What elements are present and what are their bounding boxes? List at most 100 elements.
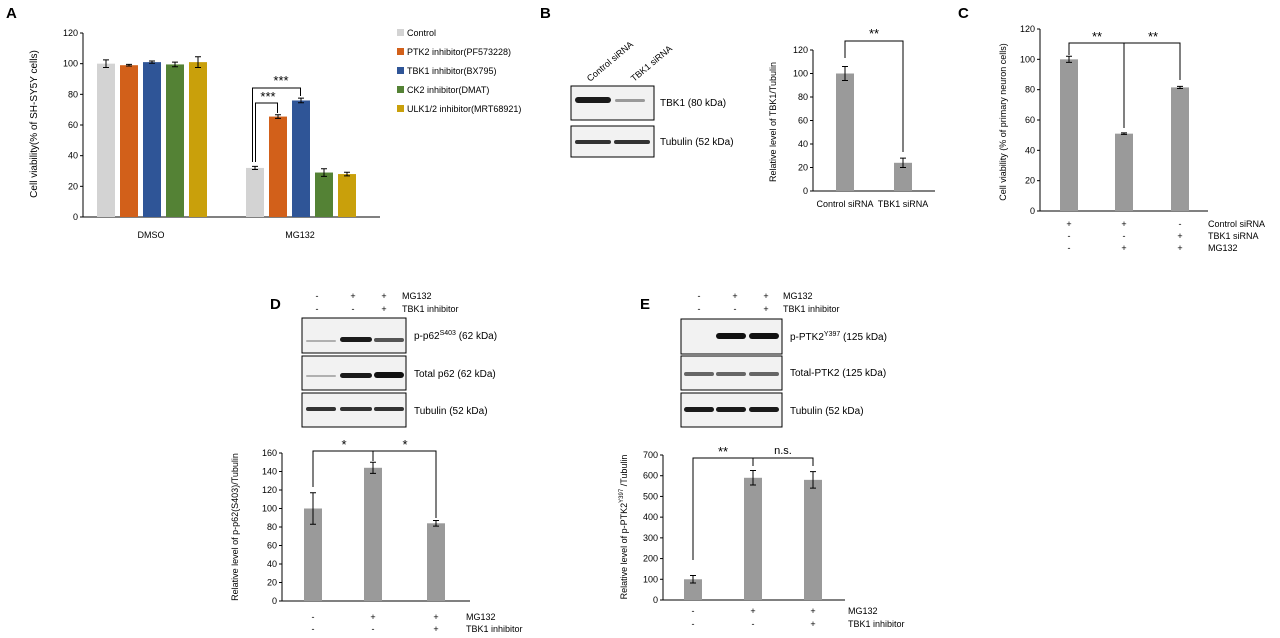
y-tick-label: 20 (1025, 176, 1035, 186)
panel-e-chart: 0 100 200 300 400 500 600 700 (643, 450, 845, 605)
panel-d-sig-bracket (372, 450, 437, 518)
blot-band (614, 140, 650, 144)
condition-sign: + (350, 291, 355, 301)
blot-band (749, 333, 779, 339)
panel-letter-c: C (958, 5, 969, 22)
panel-b-blot-tubulin (570, 125, 655, 158)
y-tick-label: 40 (267, 559, 277, 569)
condition-sign: + (1121, 243, 1126, 253)
panel-e-blot-label: Tubulin (52 kDa) (790, 406, 864, 417)
panel-e-condition-table: - + + MG132 - - + TBK1 inhibitor (692, 606, 905, 629)
panel-e-condition-header: - + + MG132 - - + TBK1 inhibitor (698, 291, 840, 314)
panel-b-sig-bracket (844, 40, 904, 152)
panel-b-category-label: Control siRNA (816, 199, 873, 209)
condition-name: MG132 (783, 291, 813, 301)
panel-letter-d: D (270, 296, 281, 313)
legend-label: ULK1/2 inhibitor(MRT68921) (407, 104, 521, 114)
panel-e-ylabel: Relative level of p-PTK2Y397 /Tubulin (619, 455, 629, 600)
panel-a-sig-stars: *** (260, 89, 275, 104)
condition-sign: + (381, 304, 386, 314)
y-tick-label: 700 (643, 450, 658, 460)
condition-sign: + (1177, 231, 1182, 241)
blot-band (306, 375, 336, 377)
y-tick-label: 600 (643, 471, 658, 481)
legend-swatch-control (397, 29, 404, 36)
blot-band (716, 333, 746, 339)
legend-label: CK2 inhibitor(DMAT) (407, 85, 489, 95)
condition-name: TBK1 inhibitor (402, 304, 459, 314)
panel-b-lane-label: Control siRNA (585, 39, 635, 83)
bar (166, 64, 184, 217)
condition-sign: - (372, 624, 375, 634)
bar (338, 174, 356, 217)
y-tick-label: 0 (272, 596, 277, 606)
condition-sign: - (1068, 231, 1071, 241)
panel-d-condition-header: - + + MG132 - - + TBK1 inhibitor (316, 291, 459, 314)
panel-c-ylabel: Cell viability (% of primary neuron cell… (998, 43, 1008, 201)
panel-a-sig-bracket (252, 87, 301, 162)
condition-name: TBK1 inhibitor (783, 304, 840, 314)
condition-sign: + (750, 606, 755, 616)
condition-sign: - (316, 304, 319, 314)
panel-d-blot-label: p-p62S403 (62 kDa) (414, 330, 497, 342)
condition-sign: + (763, 304, 768, 314)
panel-d-blot-pp62 (301, 317, 407, 354)
condition-sign: - (312, 624, 315, 634)
panel-d-blot-total-p62 (301, 355, 407, 391)
panel-d-ylabel: Relative level of p-p62(S403)/Tubulin (230, 453, 240, 601)
y-tick-label: 80 (267, 522, 277, 532)
y-tick-label: 80 (798, 92, 808, 102)
y-tick-label: 100 (1020, 54, 1035, 64)
panel-a-chart: 0 20 40 60 80 100 120 (63, 28, 380, 222)
blot-band (340, 373, 372, 378)
panel-e-blot-label: p-PTK2Y397 (125 kDa) (790, 331, 887, 343)
panel-b-blot-label: Tubulin (52 kDa) (660, 137, 734, 148)
panel-letter-e: E (640, 296, 650, 313)
error-bar (900, 157, 906, 168)
condition-sign: + (763, 291, 768, 301)
condition-name: MG132 (402, 291, 432, 301)
condition-sign: + (370, 612, 375, 622)
panel-letter-b: B (540, 5, 551, 22)
y-tick-label: 60 (68, 120, 78, 130)
condition-sign: - (692, 606, 695, 616)
panel-e: E - + + MG132 - - + TBK1 inhibitor p-PTK… (619, 291, 905, 629)
panel-e-sig-label: n.s. (774, 445, 792, 457)
panel-c-sig-stars: ** (1092, 29, 1102, 44)
blot-band (716, 407, 746, 412)
y-tick-label: 160 (262, 448, 277, 458)
error-bar (1121, 132, 1127, 135)
condition-name: MG132 (1208, 243, 1238, 253)
y-tick-label: 0 (653, 595, 658, 605)
blot-band (575, 97, 611, 103)
error-bar (172, 61, 178, 68)
bar (292, 100, 310, 217)
y-tick-label: 60 (1025, 115, 1035, 125)
y-tick-label: 200 (643, 554, 658, 564)
panel-d-blot-label: Total p62 (62 kDa) (414, 369, 496, 380)
bar (836, 73, 854, 191)
error-bar (370, 461, 376, 474)
blot-frame (301, 317, 407, 354)
blot-band (575, 140, 611, 144)
condition-sign: - (698, 304, 701, 314)
bar (684, 579, 702, 600)
condition-sign: + (1177, 243, 1182, 253)
y-tick-label: 80 (1025, 85, 1035, 95)
bar (1115, 133, 1133, 211)
panel-e-blot-tubulin (680, 392, 783, 428)
bar (304, 508, 322, 601)
condition-sign: + (433, 624, 438, 634)
y-tick-label: 20 (798, 163, 808, 173)
error-bar (298, 97, 304, 104)
panel-b-blot-tbk1 (570, 85, 655, 121)
error-bar (344, 171, 350, 177)
y-tick-label: 300 (643, 533, 658, 543)
condition-sign: - (1068, 243, 1071, 253)
error-bar (126, 63, 132, 67)
y-tick-label: 100 (793, 69, 808, 79)
error-bar (842, 65, 848, 82)
legend-swatch-ck2 (397, 86, 404, 93)
condition-sign: - (1123, 231, 1126, 241)
